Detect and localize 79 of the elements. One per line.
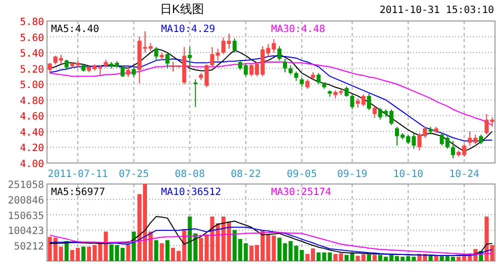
y-tick-label: 4.60 <box>20 112 44 123</box>
x-tick-label: 08-08 <box>174 169 205 180</box>
candlestick <box>210 46 214 66</box>
y-tick-label: 50212 <box>14 242 44 253</box>
bar <box>76 248 80 261</box>
bar <box>244 243 248 261</box>
text: MA10:4.29 <box>161 24 216 35</box>
x-tick-label: 09-19 <box>337 169 368 180</box>
x-tick-label: 10-10 <box>393 169 424 180</box>
chart-title: 日K线图 <box>160 2 204 16</box>
bar <box>328 252 332 261</box>
candlestick <box>48 62 52 74</box>
y-tick-label: 5.80 <box>20 17 44 28</box>
y-tick-label: 100423 <box>8 226 44 238</box>
text: MA10:36512 <box>161 187 222 198</box>
text: MA5:56977 <box>51 187 106 198</box>
candlestick <box>478 134 484 145</box>
y-tick-label: 5.60 <box>20 32 44 44</box>
candlestick <box>366 93 372 111</box>
candlestick <box>120 65 125 78</box>
candlestick <box>154 46 158 61</box>
bar <box>104 232 108 261</box>
candlestick <box>294 70 298 82</box>
candlestick <box>344 86 349 98</box>
bar <box>154 240 158 261</box>
y-tick-label: 4.00 <box>20 159 44 170</box>
candlestick <box>316 72 321 85</box>
candlestick <box>126 66 130 78</box>
y-tick-label: 251058 <box>8 180 44 191</box>
candlestick <box>132 66 136 78</box>
candlestick <box>216 48 220 61</box>
bar <box>81 246 86 261</box>
candlestick <box>282 58 288 73</box>
line-series <box>49 226 493 256</box>
candlestick <box>64 59 69 70</box>
y-tick-label: 4.20 <box>20 143 44 154</box>
y-tick-label: 200846 <box>8 195 44 206</box>
y-tick-label: 4.80 <box>20 96 44 107</box>
y-tick-label: 150635 <box>8 210 44 222</box>
candlestick <box>188 46 192 68</box>
candlestick <box>272 38 276 54</box>
candlestick <box>238 60 242 70</box>
candlestick <box>288 64 293 76</box>
x-tick-label: 10-24 <box>449 169 480 180</box>
chart-subtitle: 2011-10-31 15:03:10 <box>380 5 494 16</box>
candlestick <box>412 132 416 150</box>
y-tick-label: 4.40 <box>20 127 44 138</box>
x-tick-label: 07-25 <box>118 169 149 180</box>
bar <box>165 240 170 261</box>
text: MA30:4.48 <box>271 24 326 35</box>
candlestick <box>165 52 170 69</box>
text: MA5:4.40 <box>51 24 100 35</box>
bar <box>300 250 304 261</box>
bar <box>160 243 164 261</box>
bar <box>132 232 136 261</box>
candlestick <box>450 140 456 159</box>
candlestick <box>350 94 354 110</box>
candlestick <box>232 38 237 54</box>
x-tick-label: 2011-07-11 <box>48 169 108 180</box>
candlestick <box>305 78 310 90</box>
bar <box>378 254 382 261</box>
candlestick <box>193 78 198 108</box>
bar <box>372 254 377 261</box>
bar <box>366 254 372 261</box>
candlestick <box>372 106 377 119</box>
candlestick <box>378 107 382 120</box>
x-tick-label: 08-22 <box>230 169 261 180</box>
bar <box>70 250 74 261</box>
y-tick-label: 5.00 <box>20 80 44 92</box>
line-series <box>49 232 493 255</box>
candlestick <box>244 63 248 77</box>
candlestick <box>277 46 282 61</box>
text: MA30:25174 <box>271 187 332 198</box>
bar <box>126 244 130 261</box>
bar <box>272 236 276 261</box>
y-tick-label: 5.20 <box>20 64 44 76</box>
x-tick-label: 09-05 <box>286 169 317 180</box>
y-tick-label: 5.40 <box>20 48 44 60</box>
bar <box>412 256 416 261</box>
